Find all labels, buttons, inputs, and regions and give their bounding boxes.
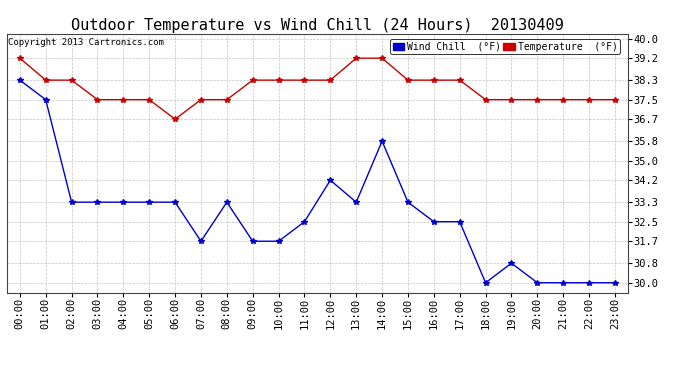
Text: Copyright 2013 Cartronics.com: Copyright 2013 Cartronics.com <box>8 38 164 46</box>
Title: Outdoor Temperature vs Wind Chill (24 Hours)  20130409: Outdoor Temperature vs Wind Chill (24 Ho… <box>71 18 564 33</box>
Legend: Wind Chill  (°F), Temperature  (°F): Wind Chill (°F), Temperature (°F) <box>390 39 620 54</box>
